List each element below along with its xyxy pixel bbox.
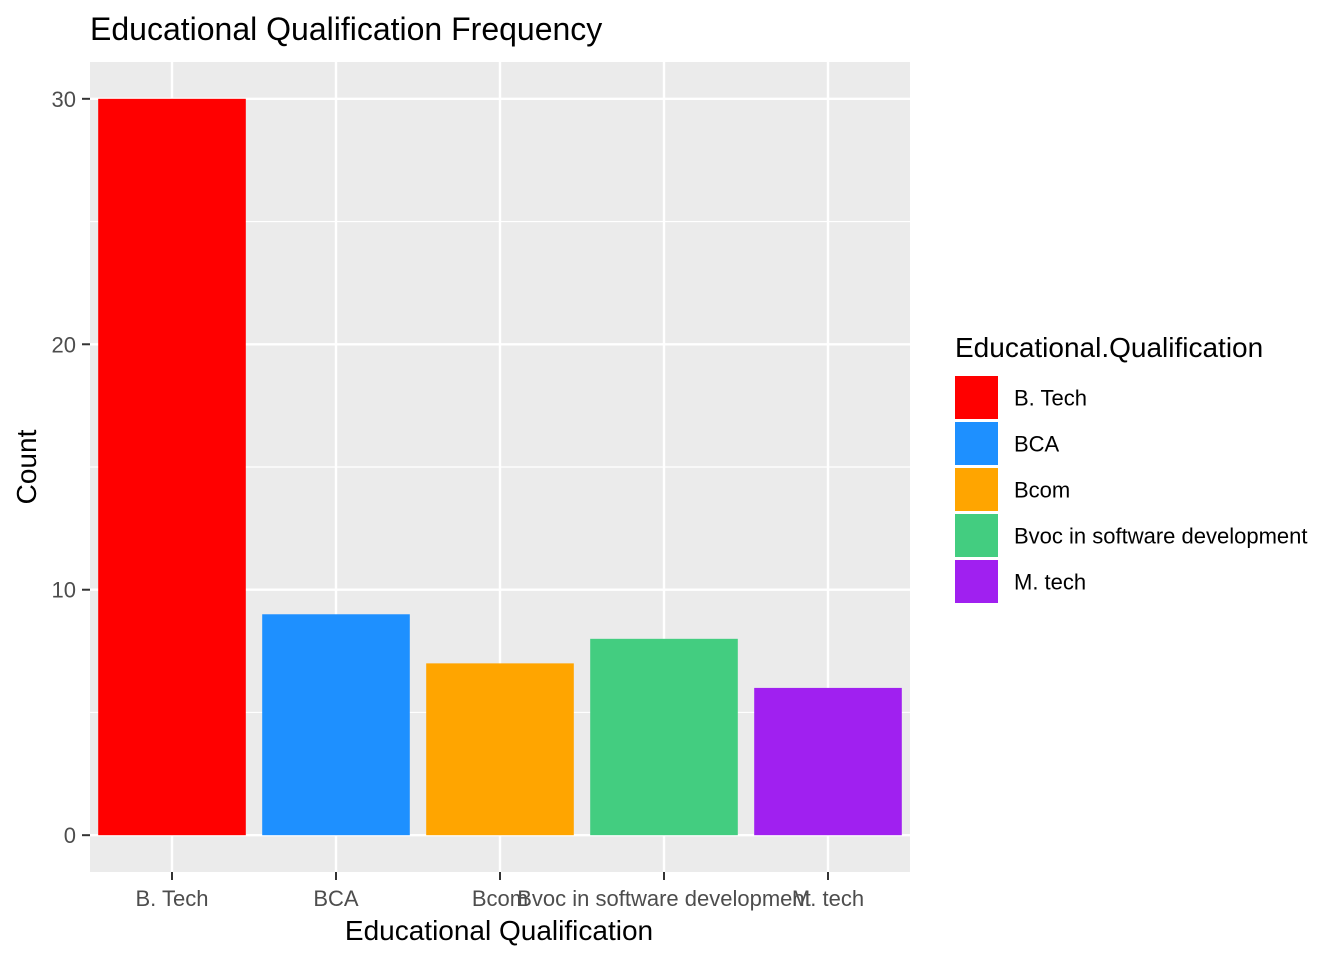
bar	[98, 98, 246, 836]
bar	[426, 663, 574, 836]
x-tick-label: B. Tech	[136, 886, 209, 911]
legend-key	[955, 514, 998, 557]
legend-label: Bvoc in software development	[1014, 524, 1308, 549]
legend-key	[955, 376, 998, 419]
legend: Educational.Qualification B. Tech BCA Bcom…	[955, 332, 1308, 603]
legend-label: B. Tech	[1014, 386, 1087, 411]
y-axis: 0 10 20 30	[52, 87, 90, 848]
y-tick-label: 10	[52, 578, 76, 603]
y-axis-title: Count	[11, 429, 42, 504]
bars	[98, 98, 902, 836]
chart-title: Educational Qualification Frequency	[90, 11, 602, 47]
x-tick-label: Bvoc in software development	[517, 886, 811, 911]
legend-key	[955, 560, 998, 603]
legend-label: Bcom	[1014, 478, 1070, 503]
y-tick-label: 20	[52, 332, 76, 357]
x-tick-label: BCA	[313, 886, 359, 911]
y-tick-label: 30	[52, 87, 76, 112]
legend-label: M. tech	[1014, 570, 1086, 595]
bar	[262, 614, 410, 836]
legend-entries: B. Tech BCA Bcom Bvoc in software developme…	[955, 376, 1308, 603]
y-tick-label: 0	[64, 823, 76, 848]
legend-label: BCA	[1014, 432, 1060, 457]
legend-title: Educational.Qualification	[955, 332, 1263, 363]
bar	[754, 687, 902, 836]
bar	[590, 638, 738, 836]
x-tick-label: M. tech	[792, 886, 864, 911]
x-axis-title: Educational Qualification	[345, 915, 653, 946]
legend-key	[955, 422, 998, 465]
x-tick-label: Bcom	[472, 886, 528, 911]
legend-key	[955, 468, 998, 511]
